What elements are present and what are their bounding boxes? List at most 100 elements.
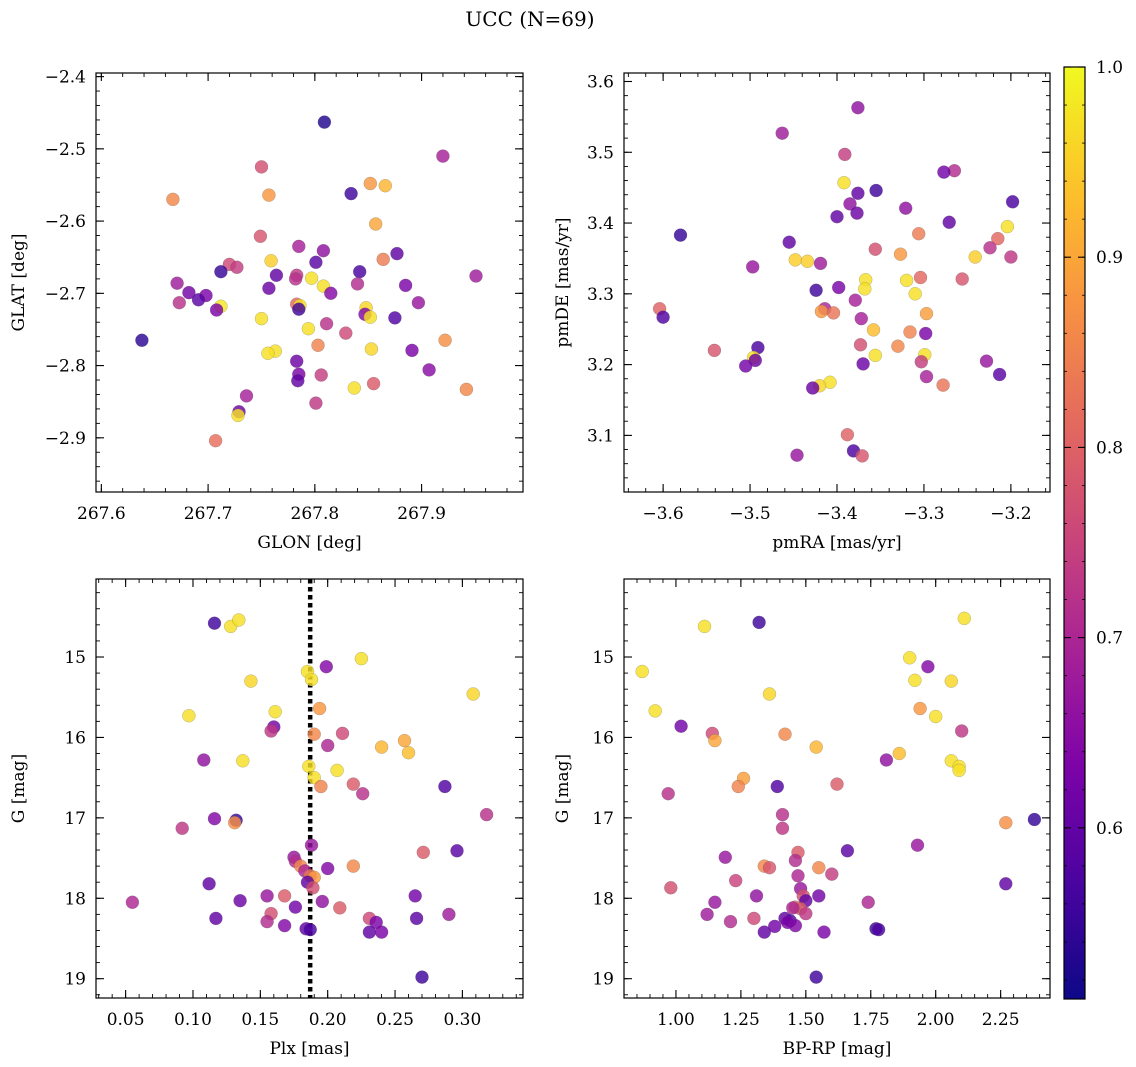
data-point: [302, 759, 316, 774]
data-point: [718, 850, 732, 864]
data-point: [366, 376, 381, 391]
data-point: [913, 270, 928, 285]
data-point: [812, 889, 826, 903]
data-point: [236, 754, 250, 768]
data-point: [469, 269, 483, 283]
data-point: [673, 228, 688, 242]
data-point: [312, 701, 327, 716]
data-point: [991, 231, 1005, 246]
data-point: [853, 338, 868, 352]
data-point: [879, 753, 894, 767]
data-point: [269, 268, 284, 282]
data-point: [903, 651, 917, 665]
data-point: [309, 255, 323, 269]
y-tick-label: 3.6: [587, 72, 614, 92]
x-axis-label: pmRA [mas/yr]: [772, 533, 901, 553]
data-point: [291, 374, 305, 388]
data-point: [344, 186, 358, 201]
data-point: [913, 701, 927, 716]
data-point: [992, 367, 1007, 382]
data-point: [697, 619, 712, 634]
data-point: [175, 821, 189, 835]
x-tick-label: 0.30: [443, 1010, 481, 1030]
data-point: [335, 726, 350, 741]
data-point: [788, 853, 803, 868]
data-point: [868, 242, 882, 256]
y-axis-label: pmDE [mas/yr]: [553, 217, 573, 347]
data-point: [197, 753, 211, 767]
data-point: [914, 355, 928, 369]
data-point: [752, 615, 766, 630]
data-point: [354, 651, 369, 666]
data-point: [866, 323, 881, 337]
data-point: [854, 311, 868, 326]
data-point: [324, 286, 338, 300]
data-point: [438, 333, 452, 347]
data-point: [191, 293, 206, 307]
data-point: [244, 674, 258, 688]
data-point: [330, 763, 344, 778]
data-point: [855, 449, 869, 463]
data-point: [390, 246, 404, 261]
data-point: [983, 241, 997, 255]
data-point: [1005, 195, 1020, 209]
data-point: [840, 844, 855, 858]
data-point: [307, 727, 321, 741]
x-tick-label: −3.4: [816, 504, 857, 524]
data-point: [770, 779, 784, 794]
data-point: [775, 807, 790, 822]
data-point: [333, 901, 347, 915]
data-point: [919, 306, 934, 321]
data-point: [182, 285, 196, 300]
data-point: [674, 719, 688, 733]
data-point: [398, 278, 413, 293]
data-point: [892, 746, 906, 761]
data-point: [871, 922, 886, 937]
data-point: [347, 381, 361, 395]
data-point: [1027, 812, 1042, 827]
data-point: [416, 845, 430, 860]
data-point: [891, 339, 905, 353]
data-point: [782, 235, 796, 249]
x-tick-label: 1.25: [722, 1010, 760, 1030]
data-point: [422, 363, 436, 377]
axes-frame: [623, 578, 1051, 999]
y-tick-label: 18: [64, 889, 86, 909]
data-point: [826, 306, 841, 320]
data-point: [912, 226, 926, 241]
data-point: [182, 709, 196, 723]
colorbar-tick-label: 1.0: [1096, 58, 1123, 78]
x-tick-label: 0.05: [107, 1010, 145, 1030]
data-point: [397, 733, 412, 748]
data-point: [955, 724, 969, 738]
data-point: [707, 343, 722, 358]
data-point: [903, 325, 917, 339]
data-point: [999, 816, 1013, 830]
data-point: [436, 149, 450, 163]
data-point: [233, 894, 247, 908]
data-point: [814, 304, 829, 319]
data-point: [788, 918, 803, 933]
y-tick-label: −2.6: [45, 212, 86, 232]
data-point: [843, 197, 857, 211]
scatter-panel-2: −3.6 −3.5 −3.4 −3.3 −3.2 3.1 3.2 3.3 3.4 3.5 3.6 pm…: [553, 72, 1051, 553]
data-point: [747, 911, 761, 926]
data-point: [937, 165, 951, 179]
data-point: [999, 877, 1013, 891]
data-point: [800, 254, 815, 268]
x-tick-label: 267.7: [184, 504, 233, 524]
data-point: [893, 247, 908, 261]
data-point: [202, 877, 216, 891]
data-point: [450, 844, 464, 858]
x-axis-label: Plx [mas]: [269, 1039, 349, 1059]
data-point: [837, 175, 851, 190]
data-point: [762, 687, 777, 701]
data-point: [376, 252, 390, 267]
data-point: [401, 746, 416, 760]
data-point: [806, 381, 820, 395]
data-point: [239, 389, 254, 403]
data-point: [166, 192, 180, 207]
y-tick-label: 19: [64, 970, 86, 990]
data-point: [466, 687, 480, 701]
y-tick-label: 19: [592, 970, 614, 990]
